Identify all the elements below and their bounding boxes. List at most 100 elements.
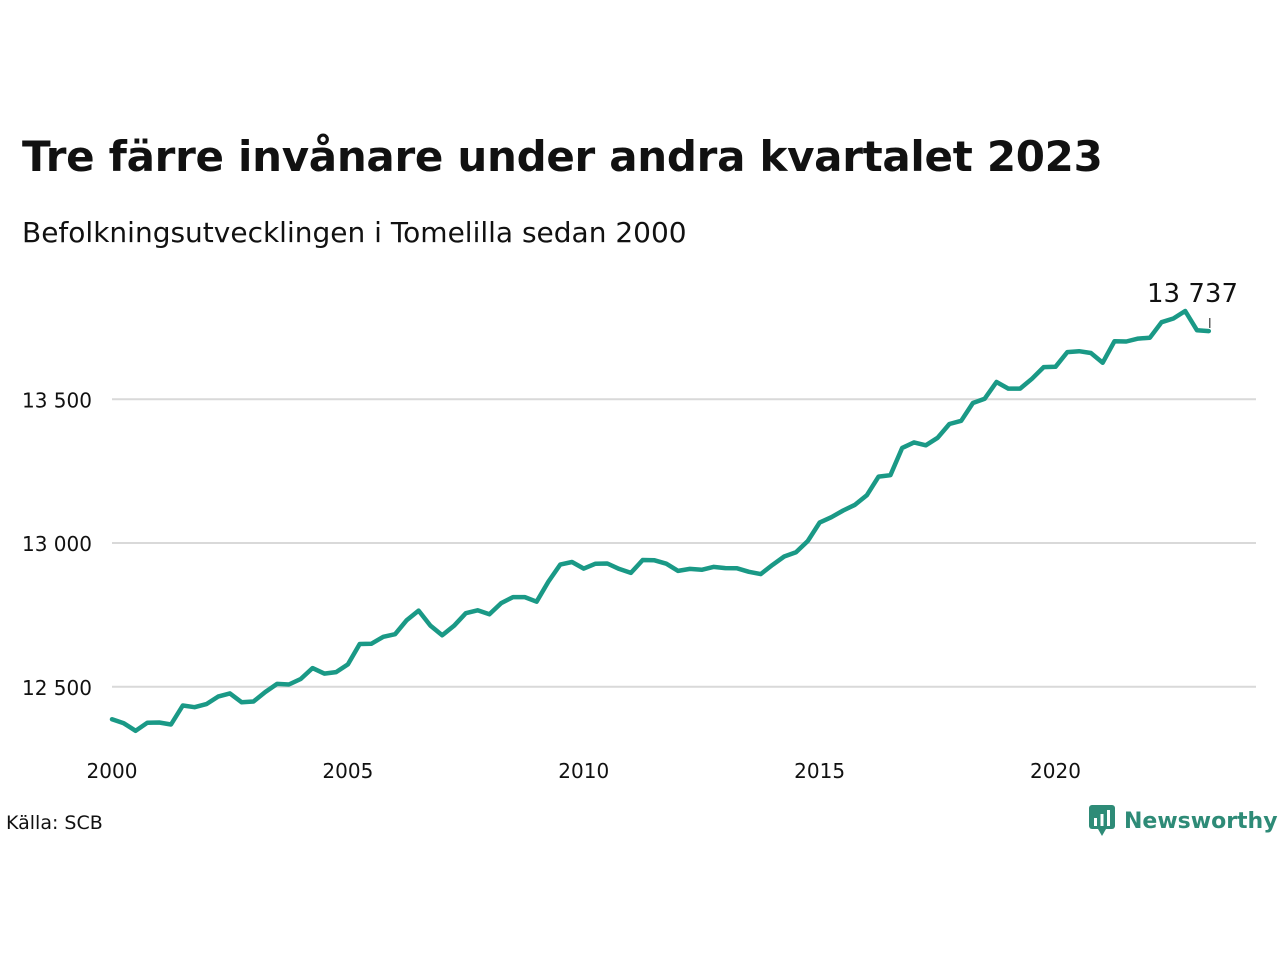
x-tick-label: 2000 (87, 759, 138, 783)
data-point (110, 717, 114, 721)
data-point (617, 567, 621, 571)
data-point (1030, 377, 1034, 381)
data-point (499, 601, 503, 605)
data-point (924, 443, 928, 447)
data-point (735, 566, 739, 570)
data-point (570, 560, 574, 564)
data-point (369, 641, 373, 645)
x-tick-label: 2005 (322, 759, 373, 783)
data-point (723, 566, 727, 570)
data-point (794, 550, 798, 554)
y-tick-label: 13 500 (22, 388, 92, 412)
data-point (853, 503, 857, 507)
data-point (546, 579, 550, 583)
data-point (357, 642, 361, 646)
data-point (122, 721, 126, 725)
data-point (699, 568, 703, 572)
y-tick-label: 12 500 (22, 676, 92, 700)
data-point (841, 508, 845, 512)
data-point (983, 396, 987, 400)
brand-logo[interactable]: Newsworthy (1088, 804, 1278, 838)
data-point (1065, 350, 1069, 354)
series-layer (109, 308, 1212, 734)
data-point (664, 562, 668, 566)
data-point (534, 599, 538, 603)
data-point (428, 623, 432, 627)
data-point (593, 562, 597, 566)
data-point (959, 419, 963, 423)
data-point (192, 705, 196, 709)
data-point (133, 729, 137, 733)
data-point (1053, 365, 1057, 369)
data-point (251, 699, 255, 703)
data-point (299, 677, 303, 681)
data-point (1148, 336, 1152, 340)
x-axis: 2000 2005 2010 2015 2020 (87, 759, 1081, 783)
data-point (747, 570, 751, 574)
data-point (947, 422, 951, 426)
data-point (806, 539, 810, 543)
data-point (582, 566, 586, 570)
data-point (688, 567, 692, 571)
data-point (440, 633, 444, 637)
data-point (1100, 361, 1104, 365)
data-point (1183, 309, 1187, 313)
data-point (334, 670, 338, 674)
data-point (994, 380, 998, 384)
data-point (511, 595, 515, 599)
data-point (169, 722, 173, 726)
data-point (1195, 328, 1199, 332)
y-tick-label: 13 000 (22, 532, 92, 556)
data-point (1159, 320, 1163, 324)
data-point (523, 595, 527, 599)
data-point (865, 493, 869, 497)
x-tick-label: 2015 (794, 759, 845, 783)
data-point (228, 691, 232, 695)
newsworthy-logo-icon (1089, 805, 1115, 836)
annotation-layer: 13 737 (1147, 279, 1238, 328)
x-tick-label: 2010 (558, 759, 609, 783)
data-point (287, 682, 291, 686)
data-point (900, 446, 904, 450)
data-point (204, 702, 208, 706)
data-point (1018, 386, 1022, 390)
data-point (641, 558, 645, 562)
data-point (1042, 365, 1046, 369)
data-point (876, 474, 880, 478)
series-line-0 (109, 308, 1212, 734)
data-point (393, 632, 397, 636)
data-point (1112, 339, 1116, 343)
last-value-label: 13 737 (1147, 279, 1238, 309)
data-point (310, 666, 314, 670)
data-point (652, 558, 656, 562)
data-point (157, 720, 161, 724)
data-point (1136, 336, 1140, 340)
data-point (711, 565, 715, 569)
data-point (558, 562, 562, 566)
data-point (676, 569, 680, 573)
data-point (1089, 351, 1093, 355)
data-point (145, 721, 149, 725)
gridlines (112, 398, 1256, 688)
data-point (487, 612, 491, 616)
data-point (935, 436, 939, 440)
data-point (888, 473, 892, 477)
data-point (829, 515, 833, 519)
data-point (912, 440, 916, 444)
data-point (629, 571, 633, 575)
data-point (1124, 339, 1128, 343)
data-point (181, 703, 185, 707)
data-point (216, 694, 220, 698)
data-point (275, 682, 279, 686)
chart-title: Tre färre invånare under andra kvartalet… (22, 132, 1103, 181)
data-point (971, 401, 975, 405)
source-note: Källa: SCB (6, 812, 103, 834)
data-point (770, 563, 774, 567)
data-point (464, 611, 468, 615)
data-point (416, 608, 420, 612)
data-point (1006, 386, 1010, 390)
data-point (381, 635, 385, 639)
data-point (263, 690, 267, 694)
data-point (817, 520, 821, 524)
